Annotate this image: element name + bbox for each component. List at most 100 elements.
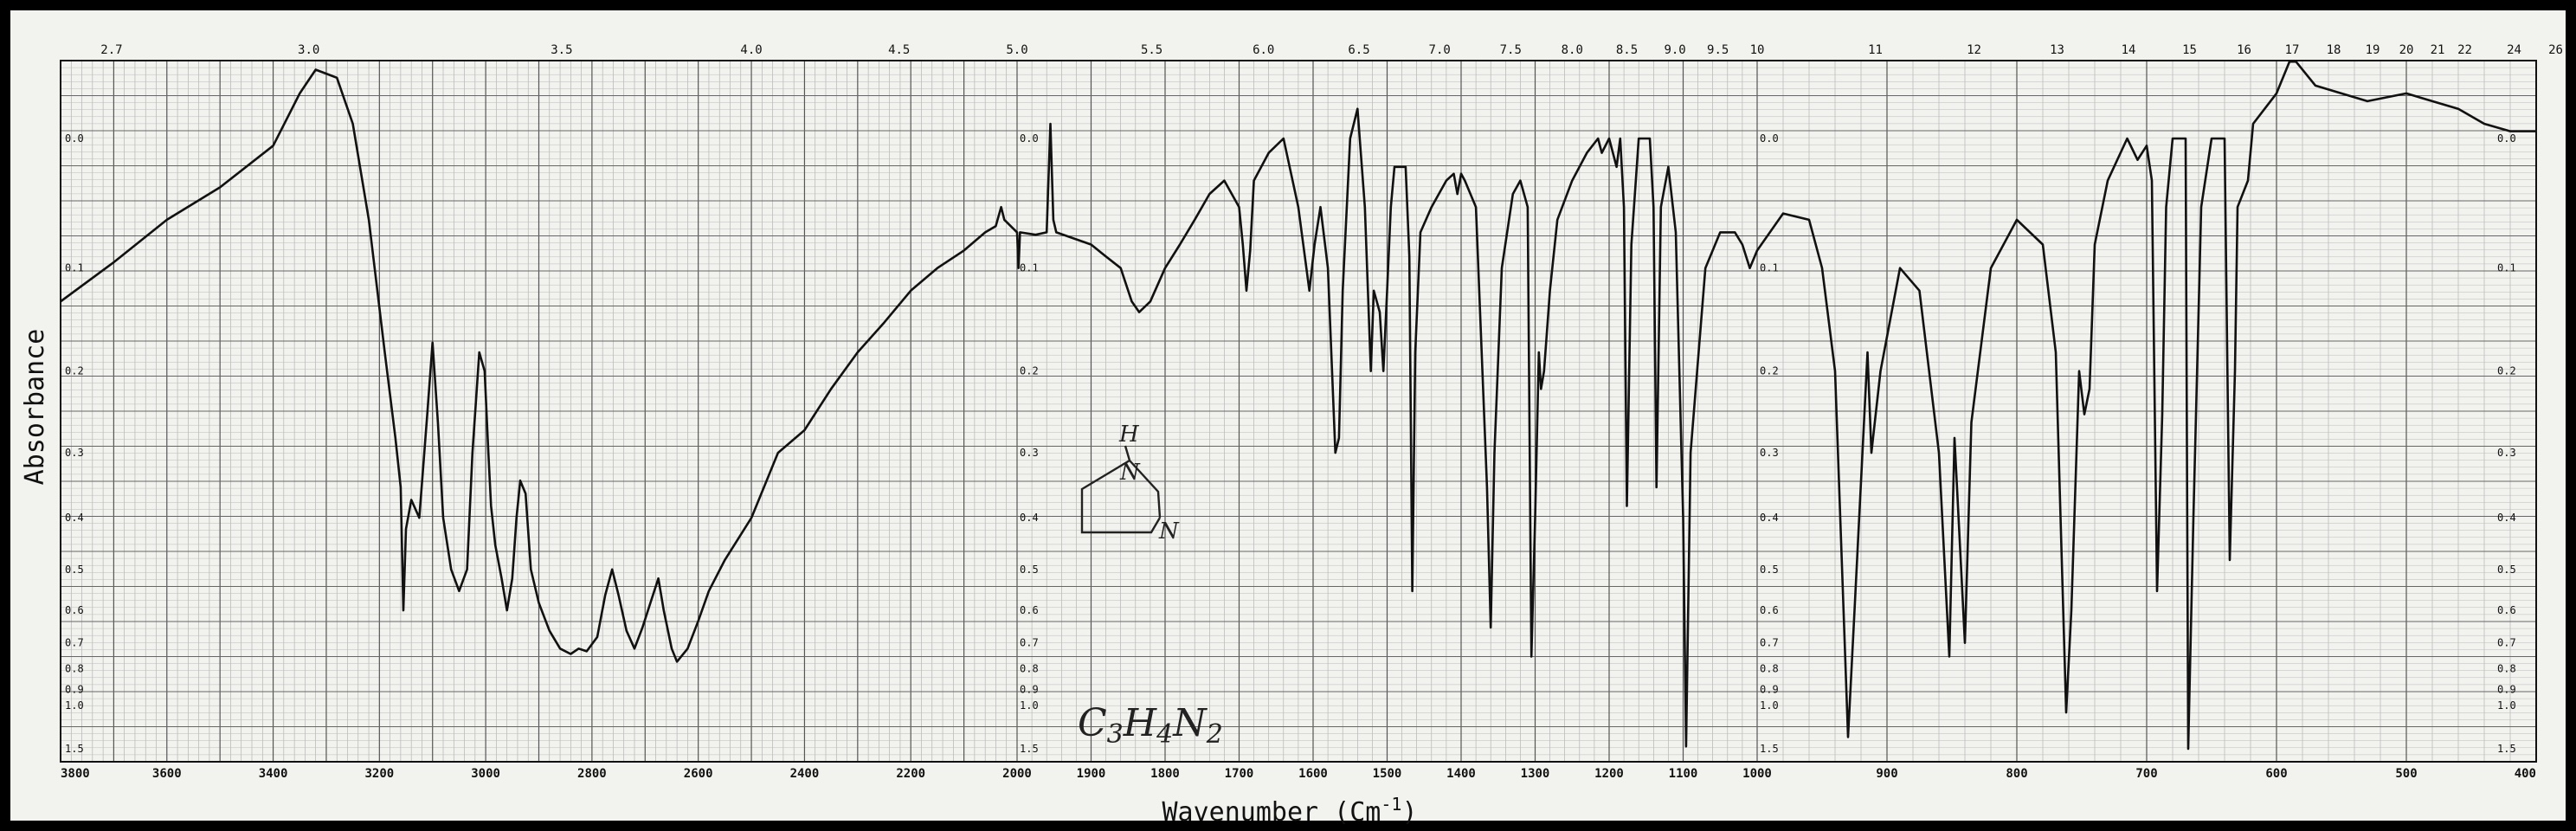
absorbance-tick-label: 0.7 [65, 637, 84, 649]
absorbance-tick-label: 0.5 [2497, 564, 2516, 576]
top-tick-label: 21 [2431, 43, 2445, 57]
top-tick-label: 9.0 [1664, 43, 1685, 57]
x-tick-label: 1800 [1150, 767, 1180, 781]
ring-bonds [1080, 445, 1162, 534]
absorbance-tick-label: 1.0 [1020, 699, 1039, 712]
top-tick-label: 6.5 [1348, 43, 1369, 57]
x-tick-label: 1100 [1669, 767, 1698, 781]
x-tick-label: 1500 [1373, 767, 1402, 781]
x-axis-title-main: Wavenumber (Cm [1162, 797, 1381, 828]
top-tick-label: 4.0 [740, 43, 762, 57]
x-tick-label: 2600 [684, 767, 713, 781]
absorbance-tick-label: 0.0 [65, 132, 84, 145]
x-tick-label: 800 [2006, 767, 2027, 781]
absorbance-tick-label: 1.5 [65, 743, 84, 755]
x-axis-title-close: ) [1401, 797, 1417, 828]
absorbance-tick-label: 0.0 [1020, 132, 1039, 145]
bottom-wavenumber-axis: 3800 3600 3400 3200 3000 2800 2600 2400 2200 2000… [61, 767, 2536, 781]
absorbance-tick-label: 1.0 [1760, 699, 1779, 712]
x-tick-label: 500 [2395, 767, 2417, 781]
formula-c: C [1078, 701, 1107, 745]
absorbance-tick-label: 0.1 [1020, 262, 1039, 274]
absorbance-tick-label: 0.1 [2497, 262, 2516, 274]
absorbance-tick-label: 0.3 [2497, 447, 2516, 459]
top-tick-label: 7.0 [1429, 43, 1451, 57]
x-tick-label: 3000 [471, 767, 500, 781]
molecule-structure-drawing: H N N [1080, 422, 1180, 544]
absorbance-tick-label: 0.8 [1020, 663, 1039, 675]
x-tick-label: 2200 [896, 767, 925, 781]
top-tick-label: 19 [2366, 43, 2380, 57]
top-tick-label: 3.0 [298, 43, 319, 57]
absorbance-tick-label: 0.7 [1760, 637, 1779, 649]
molecular-formula: C3H4N2 [1078, 701, 1223, 750]
structure-atom-n-bottom: N [1158, 519, 1180, 544]
absorbance-tick-label: 0.5 [1020, 564, 1039, 576]
x-tick-label: 1600 [1298, 767, 1328, 781]
absorbance-tick-label: 0.2 [1760, 365, 1779, 377]
top-tick-label: 5.0 [1006, 43, 1027, 57]
absorbance-tick-label: 0.6 [2497, 604, 2516, 616]
top-tick-label: 2.7 [100, 43, 122, 57]
absorbance-tick-label: 0.2 [1020, 365, 1039, 377]
absorbance-tick-label: 0.9 [65, 683, 84, 695]
absorbance-tick-label: 0.6 [1020, 604, 1039, 616]
formula-n-count: 2 [1206, 719, 1223, 750]
x-tick-label: 3400 [259, 767, 288, 781]
top-tick-label: 18 [2327, 43, 2341, 57]
formula-c-count: 3 [1107, 719, 1124, 750]
absorbance-axis-ticks: 0.0 0.1 0.2 0.3 0.4 0.5 0.6 0.7 0.8 0.9 1.0 1.5 0.0 0… [65, 132, 2516, 755]
absorbance-tick-label: 0.0 [2497, 132, 2516, 145]
absorbance-tick-label: 0.7 [2497, 637, 2516, 649]
absorbance-tick-label: 1.5 [1760, 743, 1779, 755]
absorbance-tick-label: 0.9 [1020, 683, 1039, 695]
absorbance-tick-label: 0.4 [1760, 512, 1779, 524]
absorbance-tick-label: 0.3 [1020, 447, 1039, 459]
x-tick-label: 2800 [577, 767, 607, 781]
top-tick-label: 6.0 [1253, 43, 1274, 57]
absorbance-tick-label: 0.8 [1760, 663, 1779, 675]
x-tick-label: 1900 [1077, 767, 1106, 781]
absorbance-tick-label: 0.5 [65, 564, 84, 576]
top-tick-label: 8.0 [1562, 43, 1583, 57]
absorbance-tick-label: 0.3 [65, 447, 84, 459]
absorbance-tick-label: 0.4 [65, 512, 84, 524]
x-tick-label: 2400 [790, 767, 820, 781]
x-tick-label: 3800 [61, 767, 90, 781]
absorbance-tick-label: 0.6 [65, 604, 84, 616]
x-tick-label: 2000 [1002, 767, 1032, 781]
top-tick-label: 13 [2050, 43, 2064, 57]
top-tick-label: 5.5 [1141, 43, 1162, 57]
absorbance-tick-label: 0.8 [2497, 663, 2516, 675]
absorbance-tick-label: 0.1 [65, 262, 84, 274]
top-micron-axis: 2.7 3.0 3.5 4.0 4.5 5.0 5.5 6.0 6.5 7.0 7.5 8.0 8.5 9… [100, 43, 2563, 57]
top-tick-label: 8.5 [1616, 43, 1638, 57]
x-tick-label: 600 [2265, 767, 2287, 781]
top-tick-label: 22 [2457, 43, 2472, 57]
paper-background [10, 10, 2566, 821]
x-tick-label: 1400 [1446, 767, 1476, 781]
absorbance-tick-label: 0.0 [1760, 132, 1779, 145]
top-tick-label: 9.5 [1707, 43, 1729, 57]
y-axis-title: Absorbance [20, 329, 50, 486]
absorbance-tick-label: 0.6 [1760, 604, 1779, 616]
top-tick-label: 4.5 [888, 43, 910, 57]
top-tick-label: 10 [1750, 43, 1765, 57]
absorbance-tick-label: 0.1 [1760, 262, 1779, 274]
absorbance-tick-label: 0.9 [2497, 683, 2516, 695]
x-tick-label: 400 [2515, 767, 2536, 781]
spectrum-line [61, 61, 2536, 750]
absorbance-tick-label: 0.2 [65, 365, 84, 377]
absorbance-tick-label: 0.3 [1760, 447, 1779, 459]
top-tick-label: 26 [2548, 43, 2563, 57]
absorbance-tick-label: 0.4 [1020, 512, 1039, 524]
x-tick-label: 1000 [1742, 767, 1772, 781]
x-tick-label: 700 [2135, 767, 2157, 781]
absorbance-tick-label: 0.2 [2497, 365, 2516, 377]
top-tick-label: 17 [2285, 43, 2300, 57]
top-tick-label: 14 [2122, 43, 2136, 57]
plot-frame [60, 60, 2537, 763]
x-axis-title-superscript: -1 [1381, 794, 1401, 815]
